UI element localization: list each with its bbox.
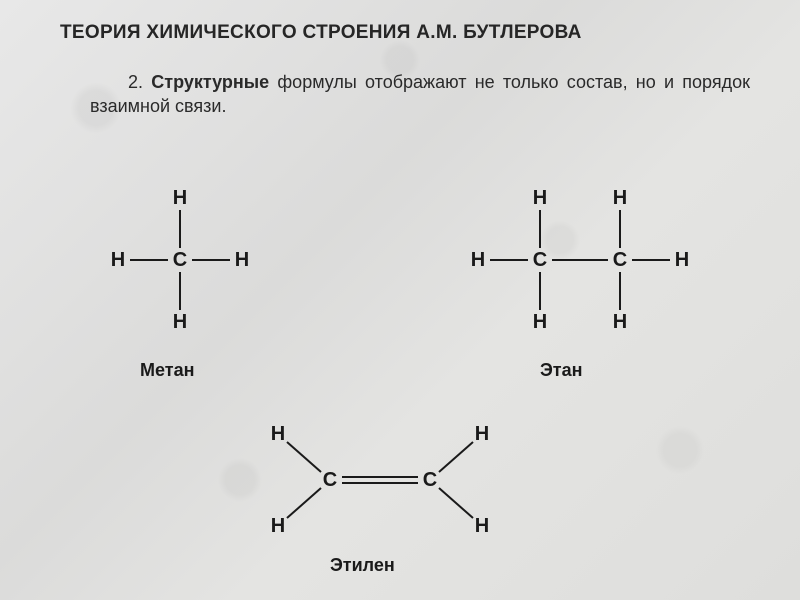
label-ethane: Этан bbox=[540, 360, 583, 381]
atom-H: H bbox=[111, 249, 125, 271]
label-ethylene: Этилен bbox=[330, 555, 395, 576]
atom-H: H bbox=[271, 515, 285, 537]
atom-H: H bbox=[271, 423, 285, 445]
bond bbox=[287, 442, 321, 472]
molecule-canvas: C H H H H C C H H H H H H C C H H H H bbox=[0, 0, 800, 600]
atom-H: H bbox=[173, 311, 187, 333]
molecule-ethylene: C C H H H H bbox=[271, 423, 489, 537]
atom-H: H bbox=[173, 187, 187, 209]
atom-C: C bbox=[613, 249, 627, 271]
atom-H: H bbox=[533, 311, 547, 333]
bond bbox=[287, 488, 321, 518]
atom-C: C bbox=[173, 249, 187, 271]
atom-H: H bbox=[475, 515, 489, 537]
atom-H: H bbox=[533, 187, 547, 209]
atom-H: H bbox=[471, 249, 485, 271]
atom-C: C bbox=[323, 469, 337, 491]
atom-H: H bbox=[675, 249, 689, 271]
slide-content: ТЕОРИЯ ХИМИЧЕСКОГО СТРОЕНИЯ А.М. БУТЛЕРО… bbox=[0, 0, 800, 600]
atom-C: C bbox=[423, 469, 437, 491]
bond bbox=[439, 488, 473, 518]
atom-H: H bbox=[613, 187, 627, 209]
atom-C: C bbox=[533, 249, 547, 271]
label-methane: Метан bbox=[140, 360, 194, 381]
bond bbox=[439, 442, 473, 472]
atom-H: H bbox=[475, 423, 489, 445]
molecule-ethane: C C H H H H H H bbox=[471, 187, 689, 333]
molecule-methane: C H H H H bbox=[111, 187, 249, 333]
atom-H: H bbox=[613, 311, 627, 333]
atom-H: H bbox=[235, 249, 249, 271]
